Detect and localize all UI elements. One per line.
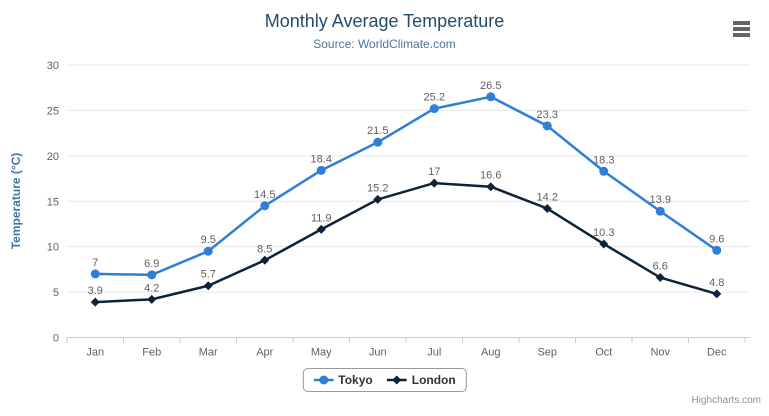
legend-item-tokyo[interactable]: Tokyo [313, 373, 373, 387]
data-label-london: 8.5 [257, 243, 272, 255]
y-axis-label: 10 [47, 242, 59, 254]
data-label-tokyo: 21.5 [367, 125, 388, 137]
data-label-tokyo: 18.4 [311, 153, 332, 165]
data-point-marker-tokyo[interactable] [316, 165, 326, 175]
data-point-marker-london[interactable] [90, 297, 100, 307]
data-label-london: 16.6 [480, 170, 501, 182]
data-label-london: 15.2 [367, 182, 388, 194]
diamond-marker-icon [386, 375, 407, 385]
data-point-marker-tokyo[interactable] [542, 121, 552, 131]
data-point-marker-tokyo[interactable] [90, 269, 100, 279]
x-axis-label: Mar [199, 347, 218, 359]
data-label-tokyo: 23.3 [537, 109, 558, 121]
data-point-marker-tokyo[interactable] [147, 270, 157, 280]
data-label-tokyo: 25.2 [424, 92, 445, 104]
legend-label: Tokyo [338, 373, 373, 387]
x-axis-label: May [311, 347, 332, 359]
legend: Tokyo London [302, 368, 467, 392]
data-label-london: 14.2 [537, 192, 558, 204]
data-point-marker-tokyo[interactable] [712, 245, 722, 255]
x-axis-label: Sep [537, 347, 557, 359]
data-point-marker-london[interactable] [655, 273, 665, 283]
data-point-marker-london[interactable] [542, 204, 552, 214]
x-axis-label: Nov [650, 347, 670, 359]
x-axis-label: Jul [427, 347, 441, 359]
y-axis-label: 5 [53, 287, 59, 299]
data-label-london: 4.8 [709, 277, 724, 289]
legend-item-london[interactable]: London [386, 373, 456, 387]
data-point-marker-london[interactable] [316, 224, 326, 234]
data-point-marker-london[interactable] [147, 294, 157, 304]
data-point-marker-london[interactable] [260, 255, 270, 265]
data-point-marker-london[interactable] [486, 182, 496, 192]
y-axis-title: Temperature (°C) [9, 152, 23, 250]
data-point-marker-london[interactable] [712, 289, 722, 299]
y-axis-label: 20 [47, 151, 59, 163]
series-line-tokyo [94, 95, 718, 277]
data-point-marker-tokyo[interactable] [429, 104, 439, 114]
data-label-tokyo: 26.5 [480, 80, 501, 92]
data-label-tokyo: 14.5 [254, 189, 275, 201]
data-point-marker-london[interactable] [373, 194, 383, 204]
hamburger-menu-icon[interactable] [733, 21, 750, 37]
chart-title: Monthly Average Temperature [264, 11, 505, 31]
data-point-marker-tokyo[interactable] [486, 92, 496, 102]
y-axis-label: 30 [47, 60, 59, 72]
x-axis-label: Jan [86, 347, 104, 359]
x-axis-label: Jun [369, 347, 387, 359]
x-axis-label: Feb [142, 347, 161, 359]
chart-subtitle: Source: WorldClimate.com [313, 37, 456, 51]
data-point-marker-tokyo[interactable] [373, 137, 383, 147]
data-label-tokyo: 6.9 [144, 258, 159, 270]
data-label-tokyo: 18.3 [593, 154, 614, 166]
legend-label: London [411, 373, 456, 387]
data-label-london: 17 [428, 166, 440, 178]
x-axis-label: Dec [707, 347, 727, 359]
data-point-marker-tokyo[interactable] [655, 206, 665, 216]
circle-marker-icon [313, 375, 334, 385]
data-label-london: 10.3 [593, 227, 614, 239]
data-point-marker-london[interactable] [599, 239, 609, 249]
data-label-tokyo: 9.5 [201, 234, 216, 246]
data-label-london: 5.7 [201, 269, 216, 281]
data-label-london: 6.6 [653, 261, 668, 273]
data-label-london: 3.9 [88, 285, 103, 297]
credits-link[interactable]: Highcharts.com [691, 395, 761, 406]
y-axis-label: 15 [47, 196, 59, 208]
y-axis-label: 25 [47, 105, 59, 117]
data-point-marker-tokyo[interactable] [599, 166, 609, 176]
data-label-london: 4.2 [144, 282, 159, 294]
data-label-tokyo: 7 [92, 257, 98, 269]
data-point-marker-london[interactable] [203, 281, 213, 291]
x-axis-label: Oct [595, 347, 612, 359]
data-point-marker-tokyo[interactable] [260, 201, 270, 211]
data-label-tokyo: 13.9 [650, 194, 671, 206]
data-point-marker-london[interactable] [429, 178, 439, 188]
y-axis-label: 0 [53, 333, 59, 345]
x-axis-label: Apr [256, 347, 273, 359]
data-label-london: 11.9 [311, 212, 332, 224]
series-line-london [94, 181, 718, 304]
data-label-tokyo: 9.6 [709, 233, 724, 245]
x-axis-label: Aug [481, 347, 501, 359]
data-point-marker-tokyo[interactable] [203, 246, 213, 256]
